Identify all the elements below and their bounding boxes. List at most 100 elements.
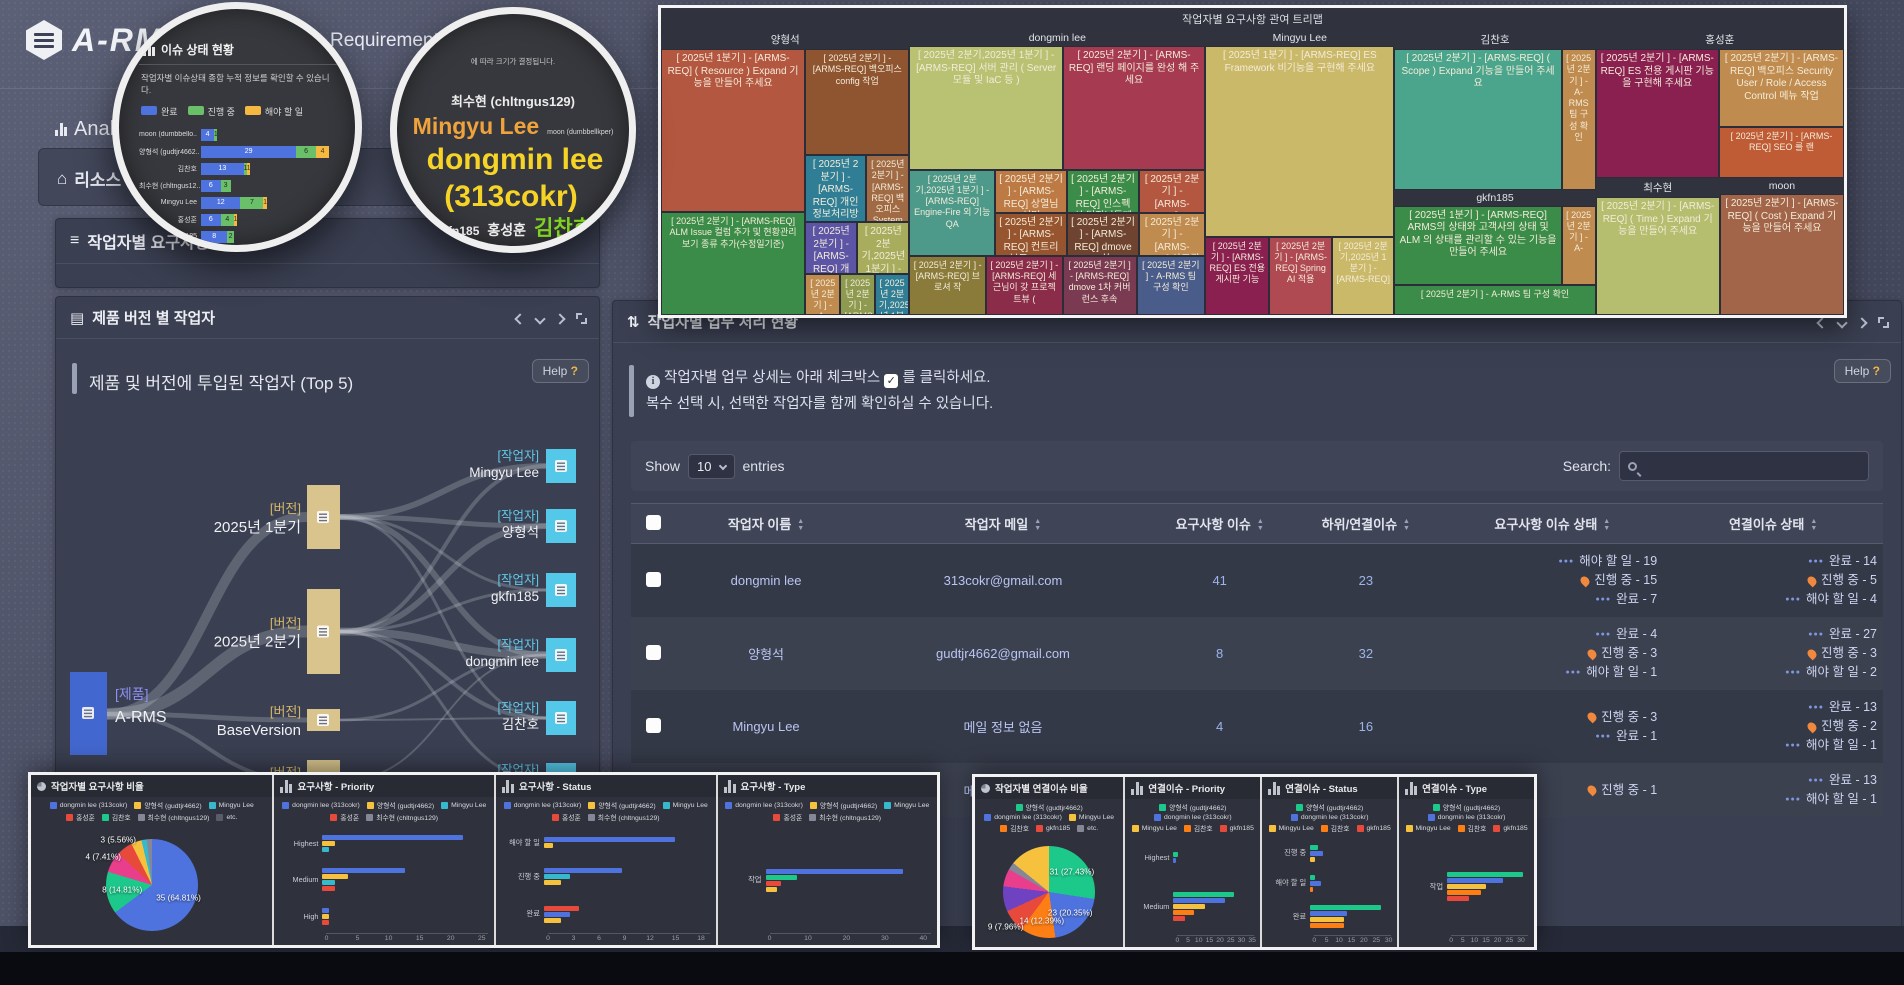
legend-swatch [366,801,374,809]
treemap-cell[interactable]: [ 2025년 2분기 ] - [ARMS-REQ] dmove 1차 커버런스… [1062,255,1137,315]
x-tick: 12 [646,935,654,942]
treemap-cell[interactable]: [ 2025년 2분기 ] - [ARMS-REQ] Spring AI 적용 [1269,236,1332,315]
table-row[interactable]: Mingyu Lee 메일 정보 없음 4 16 진행 중 - 3 ●●● 완료 - 1 ●●… [631,690,1883,763]
treemap-branch: [ 2025년 2분기 ] - [ARMS-REQ] 인스펙션 팀장님들께 시[… [1067,169,1139,256]
treemap-cell[interactable]: [ 2025년 2분기 ] - A-RMS 팀 구성 확인 [1394,284,1596,315]
hbar [765,868,904,874]
wordcloud-words: 최수현 (chltngus129) Mingyu Lee moon (dumbbel… [397,92,629,253]
page-size-select[interactable]: 10 [688,453,735,479]
wordcloud-word[interactable]: Mingyu Lee [412,113,540,139]
wordcloud-word[interactable]: 양형석 (gudtjr4662) [460,245,566,253]
x-axis-ticks: 0 5 10 15 20 25 30 [1312,935,1392,947]
wordcloud-word[interactable]: gkfn185 [434,223,480,238]
sort-icon[interactable]: ▲ ▼ [1034,518,1042,533]
mini-chart-legend: 양형석 (gudtjr4662) dongmin lee (313cokr) Min… [975,799,1123,836]
pie-chart: 35 (64.81%) 8 (14.81%) 4 (7.41%) 3 (5.56%) [31,825,272,945]
treemap-cell[interactable]: [ 2025년 2분기 ] - [ARMS-REQ] 백오피스 System 작 [866,155,910,223]
treemap-cell[interactable]: [ 2025년 2분기 ] - [ARMS-REQ] 상열님 설명 [995,169,1068,213]
row-checkbox[interactable] [645,571,661,587]
legend-swatch [66,813,74,821]
treemap-cell[interactable]: [ 2025년 2분기,2025년 1분기 ] - [ARMS-REQ] Eng… [857,222,910,274]
node-doc-line [557,462,565,464]
column-header[interactable]: 작업자 이름 ▲ ▼ [675,503,857,544]
treemap-cell[interactable]: [ 2025년 2분기 ] - A- [1561,205,1596,285]
treemap-cell[interactable]: [ 2025년 2분기 ] - [ARMS-REQ] 백오피스 config 작… [805,49,910,156]
treemap-cell[interactable]: [ 2025년 2분기,2025년 1분기 ] - [ARMS-REQ] Eng… [909,169,996,256]
treemap-cell[interactable]: [ 2025년 1분기 ] - [ARMS-REQ] ES Framework … [1205,46,1395,237]
wordcloud-word[interactable]: 최수현 (chltngus129) [450,94,575,109]
sankey-label: [제품] [115,686,149,702]
table-row[interactable]: 양형석 gudtjr4662@gmail.com 8 32 ●●● 완료 - 4 진행 중 … [631,617,1883,690]
bar-chart-icon [501,779,514,793]
treemap-pair: 최수현[ 2025년 2분기 ] - [ARMS-REQ] ( Time ) E… [1595,178,1845,315]
treemap-cell[interactable]: [ 2025년 2분기 ] - [ARMS-REQ] dmove 2차 [1067,212,1139,256]
row-checkbox[interactable] [645,717,661,733]
treemap-cell[interactable]: [ 2025년 2분기 ] - A-RMS 팀 구성 확인 [1136,255,1206,315]
expand-icon[interactable] [576,313,587,324]
carousel-prev-icon[interactable] [514,312,526,325]
treemap-cell[interactable]: [ 2025년 2분기,2025년 1분기 ] - [ARMS-REQ] [1331,236,1395,315]
wordcloud-word[interactable]: dongmin lee (313cokr) [426,142,604,214]
treemap-cell[interactable]: [ 2025년 1분기 ] - [ARMS-REQ] ARMS의 상태와 고객사… [1394,205,1562,285]
panel-sort-icon: ⇅ [627,313,640,331]
treemap-cell[interactable]: [ 2025년 2분기 ] - [ARMS-REQ] 백오피스 Security [840,273,875,315]
legend-item: 김찬호 [1183,823,1213,833]
carousel-collapse-icon[interactable] [534,312,546,325]
column-header[interactable]: 연결이슈 상태 ▲ ▼ [1663,503,1883,544]
nav-item-requirement[interactable]: Requirement [330,30,439,51]
sankey-link [339,464,547,634]
hbar [765,880,782,886]
table-row[interactable]: dongmin lee 313cokr@gmail.com 41 23 ●●● 해야 할 … [631,543,1883,617]
treemap-cell[interactable]: [ 2025년 2분기,2025년 1분기 ] - [ARMS-REQ] 서버 … [909,46,1063,170]
treemap-cell[interactable]: [ 2025년 2분기 ] - [ARMS-REQ] ES 전용 게시판 기능 [1205,236,1270,315]
x-axis: 0 5 10 15 20 25 [274,933,494,945]
expand-icon[interactable] [1878,317,1889,328]
treemap-cell[interactable]: [ 2025년 2분기 ] - [ARMS-REQ] ( Cost ) Expa… [1719,194,1845,315]
sort-icon[interactable]: ▲ ▼ [1256,518,1264,533]
column-header[interactable]: 하위/연결이슈 ▲ ▼ [1290,503,1442,544]
treemap-cell[interactable]: [ 2025년 2분기 ] - [ARMS-REQ] 백오피스 Security… [1718,49,1845,128]
treemap-cell[interactable]: [ 2025년 2분기 ] - A-RMS 팀 구성 확인 [805,273,841,315]
select-all-checkbox[interactable] [645,514,661,530]
treemap-cell[interactable]: [ 2025년 2분기 ] - [ARMS-REQ] ( Scope ) Exp… [1394,49,1562,190]
column-header[interactable]: 요구사항 이슈 ▲ ▼ [1149,503,1291,544]
treemap-cell[interactable]: [ 2025년 2분기 ] - [ARMS-REQ] 인스펙션 팀장님들께 시 [1067,169,1139,213]
help-button[interactable]: Help ? [531,359,589,383]
treemap-cell[interactable]: [ 2025년 2분기 ] - [ARMS-REQ] SEO 를 랜 [1718,127,1845,179]
treemap-group: 최수현[ 2025년 2분기 ] - [ARMS-REQ] ( Time ) E… [1595,178,1720,315]
carousel-prev-icon[interactable] [1816,316,1828,329]
treemap-cell[interactable]: [ 2025년 2분기 ] - [ARMS-REQ] ( Time ) Expa… [1595,197,1720,315]
legend-item: Mingyu Lee [1068,814,1114,821]
hbar [322,835,463,841]
wordcloud-word[interactable]: 김찬호 [534,216,592,240]
treemap-cell[interactable]: [ 2025년 2분기 ] - [ARMS-REQ] ALM Issue 컬럼 … [661,212,806,315]
treemap-cell[interactable]: [ 2025년 2분기 ] - [ARMS-REQ] A-RMS 와 A-DOC… [1139,169,1206,213]
treemap-cell[interactable]: [ 2025년 2분기 ] - [ARMS-REQ] 개발 문서 작성 [805,222,858,274]
treemap-cell[interactable]: [ 2025년 2분기 ] - [ARMS-REQ] 컨트리뷰트 2025 Op… [995,212,1068,256]
sort-icon[interactable]: ▲ ▼ [1603,518,1611,533]
search-input[interactable] [1619,451,1869,481]
carousel-next-icon[interactable] [554,312,566,325]
wordcloud-word[interactable]: 홍성훈 [487,221,527,238]
carousel-next-icon[interactable] [1856,316,1868,329]
treemap-cell[interactable]: [ 2025년 2분기 ] - [ARMS-REQ] 개인정보처리방침 페이지 [805,155,867,223]
treemap-cell[interactable]: [ 2025년 1분기 ] - [ARMS-REQ] ( Resource ) … [661,49,806,212]
treemap-cell[interactable]: [ 2025년 2분기 ] - [ARMS-REQ] 세근님이 갖 프로젝트뷰 … [986,255,1063,315]
mini-chart-header: 작업자별 연결이슈 비율 [975,777,1124,799]
treemap-cell[interactable]: [ 2025년 2분기 ] - [ARMS-REQ] 상표권 등록 [1139,212,1206,256]
row-checkbox[interactable] [645,644,661,660]
wordcloud-word[interactable]: moon (dumbbellkper) [547,129,614,136]
treemap-cell[interactable]: [ 2025년 2분기 ] - [ARMS-REQ] ES 전용 게시판 기능을… [1595,49,1719,179]
sort-icon[interactable]: ▲ ▼ [1810,518,1818,533]
treemap-cell[interactable]: [ 2025년 2분기 ] - [ARMS-REQ] 랜딩 페이지를 완성 해 … [1062,46,1206,170]
legend-swatch [1183,824,1191,832]
column-header[interactable]: 작업자 메일 ▲ ▼ [856,503,1150,544]
treemap-cell[interactable]: [ 2025년 2분기 ] - A-RMS 팀 구성 확인 [1561,49,1596,190]
sort-icon[interactable]: ▲ ▼ [797,518,805,533]
treemap-cell[interactable]: [ 2025년 2분기 ] - [ARMS-REQ] 브로셔 작 [909,255,987,315]
column-header[interactable]: 요구사항 이슈 상태 ▲ ▼ [1441,503,1664,544]
table-help-button[interactable]: Help ? [1833,359,1891,383]
treemap-cell[interactable]: [ 2025년 2분기,2025년 1분기 ] - [ARMS-REQ] 데이 [874,273,910,315]
carousel-collapse-icon[interactable] [1836,316,1848,329]
sort-icon[interactable]: ▲ ▼ [1403,518,1410,533]
